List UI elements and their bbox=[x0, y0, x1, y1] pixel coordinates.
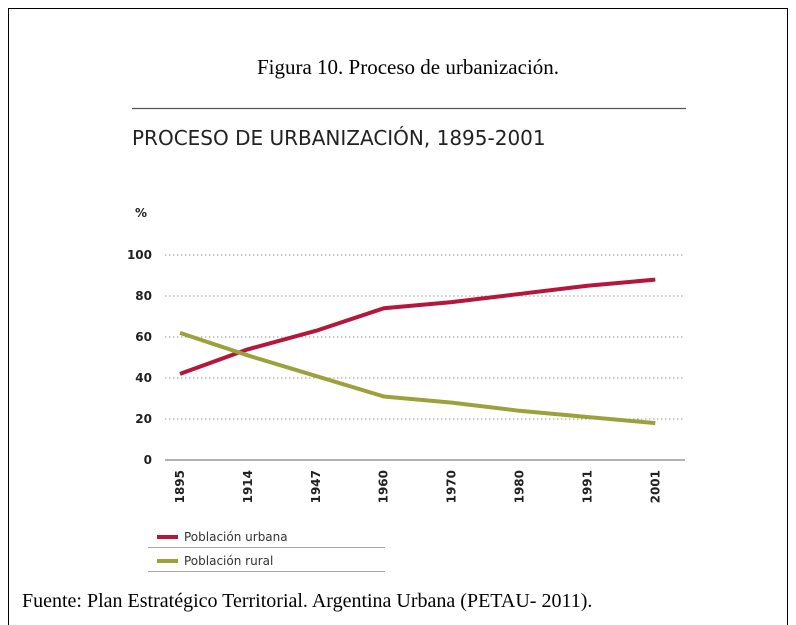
y-tick-label: 0 bbox=[144, 453, 152, 467]
series-line bbox=[179, 277, 656, 376]
legend-label: Población rural bbox=[184, 554, 273, 568]
frame bbox=[8, 8, 788, 625]
x-tick-label: 1895 bbox=[173, 470, 187, 503]
caption: Figura 10. Proceso de urbanización. bbox=[257, 55, 559, 79]
series-line bbox=[179, 331, 656, 426]
x-tick-label: 1991 bbox=[580, 470, 594, 503]
x-tick-label: 1980 bbox=[513, 470, 527, 503]
y-axis-label: % bbox=[135, 206, 147, 220]
x-tick-label: 1914 bbox=[241, 470, 255, 503]
y-tick-label: 40 bbox=[135, 371, 152, 385]
y-tick-label: 80 bbox=[135, 289, 152, 303]
y-tick-label: 60 bbox=[135, 330, 152, 344]
y-tick-label: 20 bbox=[135, 412, 152, 426]
chart-title: PROCESO DE URBANIZACIÓN, 1895-2001 bbox=[132, 126, 546, 150]
x-tick-label: 1947 bbox=[309, 470, 323, 503]
x-tick-label: 1970 bbox=[445, 470, 459, 503]
y-tick-label: 100 bbox=[127, 248, 152, 262]
x-tick-label: 1960 bbox=[377, 470, 391, 503]
source: Fuente: Plan Estratégico Territorial. Ar… bbox=[22, 590, 592, 612]
legend-label: Población urbana bbox=[184, 530, 288, 544]
x-tick-label: 2001 bbox=[648, 470, 662, 503]
